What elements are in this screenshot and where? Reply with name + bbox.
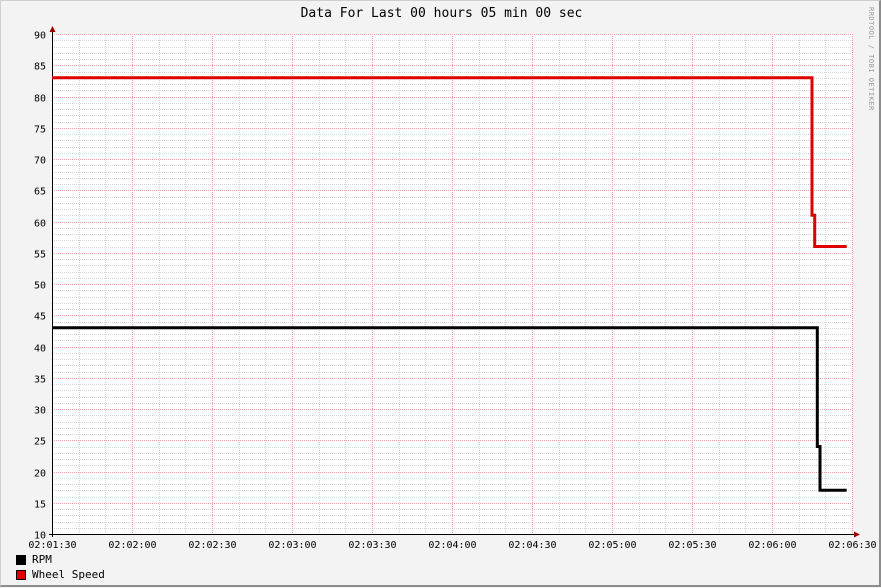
- x-tick-label: 02:04:30: [508, 540, 556, 551]
- y-tick-label: 20: [34, 469, 46, 480]
- y-axis-arrow: [49, 26, 56, 32]
- y-tick-label: 65: [34, 187, 46, 198]
- x-tick-label: 02:06:00: [748, 540, 796, 551]
- y-tick-label: 10: [34, 531, 46, 542]
- y-tick-label: 85: [34, 62, 46, 73]
- x-tick-label: 02:02:30: [188, 540, 236, 551]
- y-tick-label: 25: [34, 437, 46, 448]
- y-tick-label: 45: [34, 312, 46, 323]
- chart-title: Data For Last 00 hours 05 min 00 sec: [300, 6, 583, 21]
- legend-swatch-rpm: [16, 554, 26, 565]
- y-tick-label: 50: [34, 281, 46, 292]
- y-tick-label: 70: [34, 156, 46, 167]
- x-tick-label: 02:02:00: [108, 540, 156, 551]
- rrdtool-watermark: RRDTOOL / TOBI OETIKER: [867, 7, 875, 111]
- legend-item-rpm: RPM: [16, 552, 105, 567]
- y-tick-label: 80: [34, 94, 46, 105]
- legend-swatch-wheel-speed: [16, 569, 26, 580]
- y-tick-label: 90: [34, 31, 46, 42]
- x-tick-label: 02:05:30: [668, 540, 716, 551]
- x-axis-arrow: [854, 531, 860, 538]
- y-tick-label: 15: [34, 500, 46, 511]
- x-tick-label: 02:06:30: [828, 540, 876, 551]
- y-tick-label: 55: [34, 250, 46, 261]
- legend-item-wheel-speed: Wheel Speed: [16, 567, 105, 582]
- x-tick-label: 02:05:00: [588, 540, 636, 551]
- y-tick-label: 40: [34, 344, 46, 355]
- y-tick-label: 30: [34, 406, 46, 417]
- y-tick-label: 35: [34, 375, 46, 386]
- y-tick-label: 75: [34, 125, 46, 136]
- x-tick-label: 02:03:00: [268, 540, 316, 551]
- x-tick-label: 02:04:00: [428, 540, 476, 551]
- series-line-rpm: [52, 326, 847, 492]
- x-tick-label: 02:01:30: [28, 540, 76, 551]
- legend-label: Wheel Speed: [32, 568, 105, 581]
- x-tick-label: 02:03:30: [348, 540, 396, 551]
- y-tick-label: 60: [34, 219, 46, 230]
- legend-label: RPM: [32, 553, 52, 566]
- legend: RPM Wheel Speed: [16, 552, 105, 582]
- series-line-wheel-speed: [52, 76, 847, 248]
